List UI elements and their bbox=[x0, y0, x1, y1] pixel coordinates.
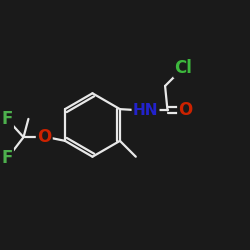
Text: HN: HN bbox=[133, 103, 158, 118]
Text: O: O bbox=[178, 101, 193, 119]
Text: F: F bbox=[1, 149, 13, 167]
Text: F: F bbox=[1, 110, 13, 128]
Text: Cl: Cl bbox=[174, 59, 192, 77]
Text: O: O bbox=[37, 128, 52, 146]
